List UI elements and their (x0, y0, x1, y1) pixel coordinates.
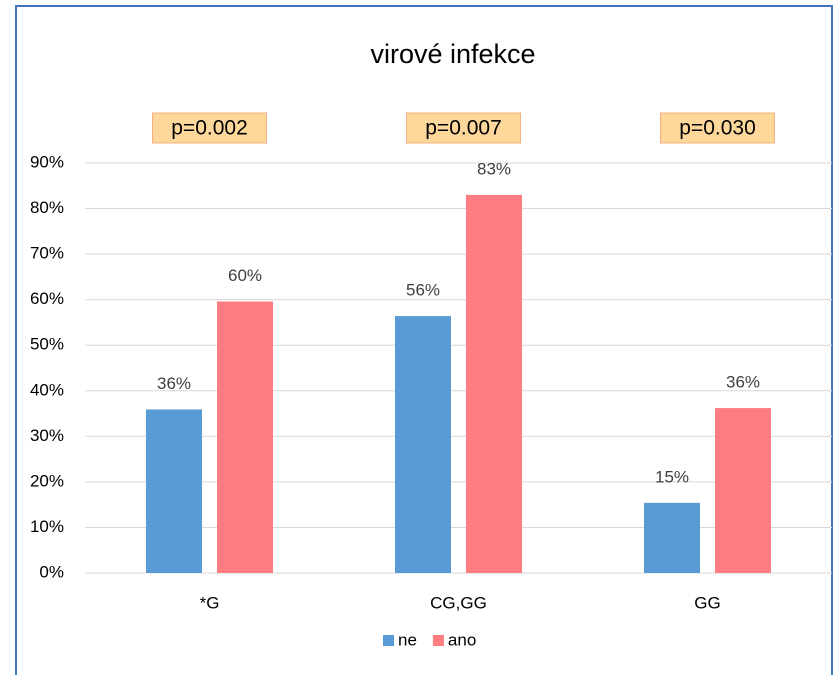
annotation: p=0.002 (171, 117, 248, 140)
y-tick-label: 50% (30, 335, 64, 354)
data-label: 83% (477, 159, 511, 178)
y-tick-label: 0% (39, 562, 64, 581)
chart-title: virové infekce (370, 39, 535, 69)
bar (217, 301, 273, 573)
bar (395, 316, 451, 573)
legend-swatch (383, 635, 394, 646)
bar (146, 409, 202, 573)
bar (644, 502, 700, 573)
bar (466, 194, 522, 573)
y-tick-label: 80% (30, 198, 64, 217)
data-label: 56% (406, 281, 440, 300)
y-tick-label: 20% (30, 471, 64, 490)
annotation-box (660, 112, 775, 144)
x-tick-label: CG,GG (430, 593, 487, 612)
data-label: 36% (157, 374, 191, 393)
data-label: 60% (228, 266, 262, 285)
data-label: 15% (655, 467, 689, 486)
y-tick-label: 40% (30, 380, 64, 399)
y-tick-label: 10% (30, 517, 64, 536)
y-tick-label: 90% (30, 152, 64, 171)
annotation: p=0.030 (679, 117, 756, 140)
x-tick-label: *G (200, 593, 220, 612)
annotation-box (406, 112, 521, 144)
legend-swatch (432, 635, 444, 646)
y-tick-label: 70% (30, 244, 64, 263)
legend-label: ne (398, 630, 417, 649)
bar (715, 408, 771, 573)
annotation-box (152, 112, 267, 144)
frame (15, 5, 833, 675)
y-tick-label: 30% (30, 426, 64, 445)
annotation: p=0.007 (425, 117, 502, 140)
legend-label: ano (448, 630, 476, 649)
data-label: 36% (726, 373, 760, 392)
x-tick-label: GG (694, 593, 720, 612)
y-tick-label: 60% (30, 289, 64, 308)
